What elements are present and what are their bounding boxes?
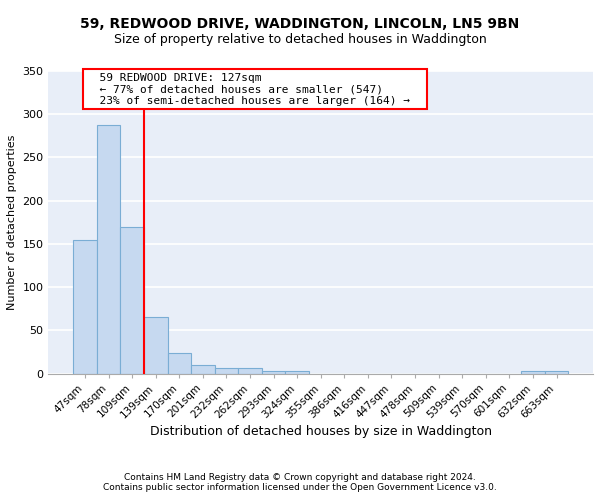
- Text: Contains HM Land Registry data © Crown copyright and database right 2024.
Contai: Contains HM Land Registry data © Crown c…: [103, 472, 497, 492]
- Bar: [238, 368, 262, 374]
- Bar: [262, 371, 286, 374]
- Bar: [215, 368, 238, 374]
- Bar: [167, 353, 191, 374]
- Bar: [545, 371, 568, 374]
- Bar: [286, 371, 309, 374]
- Y-axis label: Number of detached properties: Number of detached properties: [7, 134, 17, 310]
- Bar: [521, 371, 545, 374]
- Bar: [191, 365, 215, 374]
- Bar: [121, 226, 144, 374]
- Bar: [144, 318, 167, 374]
- X-axis label: Distribution of detached houses by size in Waddington: Distribution of detached houses by size …: [150, 425, 492, 438]
- Text: 59, REDWOOD DRIVE, WADDINGTON, LINCOLN, LN5 9BN: 59, REDWOOD DRIVE, WADDINGTON, LINCOLN, …: [80, 18, 520, 32]
- Text: 59 REDWOOD DRIVE: 127sqm  
  ← 77% of detached houses are smaller (547)  
  23% : 59 REDWOOD DRIVE: 127sqm ← 77% of detach…: [86, 72, 424, 106]
- Bar: [73, 240, 97, 374]
- Bar: [97, 126, 121, 374]
- Text: Size of property relative to detached houses in Waddington: Size of property relative to detached ho…: [113, 32, 487, 46]
